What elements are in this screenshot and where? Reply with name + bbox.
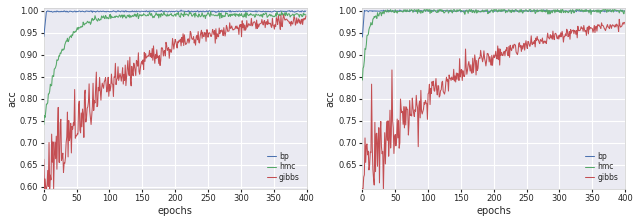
bp <box>524 10 532 12</box>
gibbs <box>230 28 237 31</box>
hmc <box>524 10 532 13</box>
X-axis label: epochs: epochs <box>476 206 511 216</box>
bp <box>390 9 398 12</box>
gibbs <box>390 152 398 155</box>
bp <box>230 10 237 13</box>
hmc <box>387 8 394 11</box>
hmc <box>273 10 281 13</box>
gibbs <box>621 21 628 24</box>
hmc <box>463 9 470 11</box>
bp <box>445 10 452 12</box>
X-axis label: epochs: epochs <box>157 206 193 216</box>
gibbs <box>462 66 470 69</box>
bp <box>396 9 404 11</box>
Line: hmc: hmc <box>44 11 306 125</box>
Legend: bp, hmc, gibbs: bp, hmc, gibbs <box>582 149 621 185</box>
bp <box>177 9 185 11</box>
bp <box>72 10 79 13</box>
gibbs <box>302 14 310 17</box>
bp <box>302 10 310 12</box>
bp <box>621 10 628 12</box>
gibbs <box>444 78 452 81</box>
gibbs <box>205 31 213 34</box>
hmc <box>230 14 238 17</box>
Line: gibbs: gibbs <box>44 15 306 189</box>
gibbs <box>72 134 80 137</box>
Line: bp: bp <box>44 10 306 37</box>
bp <box>358 36 366 38</box>
hmc <box>72 30 79 33</box>
hmc <box>229 13 237 15</box>
bp <box>125 11 133 13</box>
gibbs <box>145 55 152 58</box>
gibbs <box>549 30 557 32</box>
hmc <box>205 12 212 15</box>
gibbs <box>40 187 48 190</box>
bp <box>550 9 557 12</box>
hmc <box>550 9 557 11</box>
gibbs <box>358 187 366 190</box>
gibbs <box>126 56 134 58</box>
gibbs <box>280 13 287 16</box>
Y-axis label: acc: acc <box>326 90 335 107</box>
gibbs <box>231 27 239 30</box>
bp <box>548 9 556 12</box>
bp <box>144 10 152 13</box>
bp <box>205 9 213 12</box>
hmc <box>391 11 399 14</box>
Y-axis label: acc: acc <box>7 90 17 107</box>
hmc <box>445 12 452 14</box>
hmc <box>548 11 556 14</box>
hmc <box>358 79 366 81</box>
hmc <box>144 13 152 16</box>
gibbs <box>40 158 47 161</box>
Line: bp: bp <box>362 10 625 37</box>
hmc <box>302 14 310 16</box>
bp <box>463 10 470 12</box>
gibbs <box>616 18 623 21</box>
gibbs <box>548 34 556 37</box>
hmc <box>125 13 133 16</box>
Legend: bp, hmc, gibbs: bp, hmc, gibbs <box>264 149 303 185</box>
gibbs <box>524 47 531 50</box>
hmc <box>621 9 628 12</box>
Line: gibbs: gibbs <box>362 19 625 189</box>
bp <box>231 10 239 13</box>
hmc <box>40 124 47 126</box>
Line: hmc: hmc <box>362 10 625 80</box>
bp <box>40 35 47 38</box>
